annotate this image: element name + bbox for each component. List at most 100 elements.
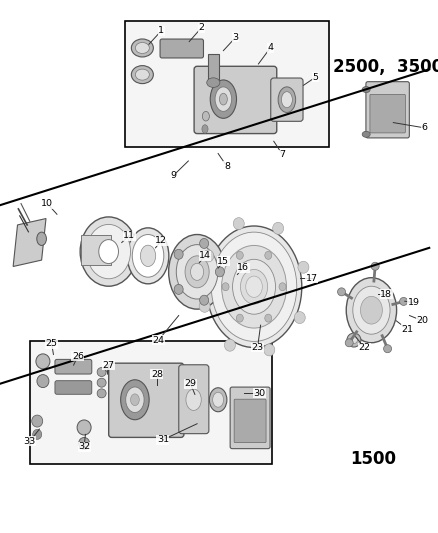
Ellipse shape <box>233 260 276 314</box>
Ellipse shape <box>97 378 106 387</box>
Ellipse shape <box>347 333 361 347</box>
Ellipse shape <box>135 43 149 53</box>
Ellipse shape <box>399 297 408 305</box>
Ellipse shape <box>87 224 131 279</box>
FancyBboxPatch shape <box>370 94 405 133</box>
Ellipse shape <box>294 312 305 324</box>
Text: 24: 24 <box>152 336 165 344</box>
FancyBboxPatch shape <box>208 54 219 80</box>
Text: 9: 9 <box>170 172 176 180</box>
Text: 33: 33 <box>24 437 36 446</box>
Ellipse shape <box>105 365 112 373</box>
Polygon shape <box>30 341 272 464</box>
Ellipse shape <box>97 368 106 376</box>
Ellipse shape <box>265 252 272 260</box>
Ellipse shape <box>77 420 91 435</box>
Ellipse shape <box>120 379 149 420</box>
Ellipse shape <box>281 92 293 108</box>
Ellipse shape <box>272 222 284 235</box>
Text: 6: 6 <box>422 124 428 132</box>
FancyBboxPatch shape <box>160 39 204 58</box>
Ellipse shape <box>37 375 49 387</box>
Ellipse shape <box>186 389 201 410</box>
Ellipse shape <box>345 339 353 347</box>
Polygon shape <box>13 219 46 266</box>
Ellipse shape <box>80 217 137 286</box>
Text: 21: 21 <box>401 325 413 334</box>
Ellipse shape <box>202 125 208 133</box>
Ellipse shape <box>131 66 153 84</box>
Ellipse shape <box>37 232 46 245</box>
Ellipse shape <box>174 249 183 259</box>
Text: 18: 18 <box>380 290 392 298</box>
Ellipse shape <box>140 245 156 266</box>
Text: 25: 25 <box>46 340 58 348</box>
Text: 32: 32 <box>78 442 90 451</box>
Text: 1: 1 <box>158 27 164 35</box>
Ellipse shape <box>240 269 268 304</box>
Text: 20: 20 <box>417 317 429 325</box>
Ellipse shape <box>36 354 50 369</box>
Ellipse shape <box>338 288 346 296</box>
Ellipse shape <box>206 226 302 348</box>
Text: 28: 28 <box>151 370 163 378</box>
Ellipse shape <box>169 235 226 309</box>
Text: 16: 16 <box>237 263 249 272</box>
Ellipse shape <box>346 278 396 343</box>
Ellipse shape <box>350 336 357 344</box>
Ellipse shape <box>33 430 42 439</box>
Ellipse shape <box>211 232 297 341</box>
Text: 19: 19 <box>407 298 420 307</box>
Ellipse shape <box>215 87 232 111</box>
Ellipse shape <box>353 286 390 334</box>
Text: 1500: 1500 <box>350 450 396 469</box>
Ellipse shape <box>237 314 243 322</box>
Text: 15: 15 <box>217 257 230 265</box>
Text: 4: 4 <box>267 44 273 52</box>
Ellipse shape <box>215 267 224 277</box>
Text: 30: 30 <box>253 389 265 398</box>
Ellipse shape <box>362 86 370 93</box>
FancyBboxPatch shape <box>55 381 92 394</box>
FancyBboxPatch shape <box>366 82 410 138</box>
Text: 2500,  3500: 2500, 3500 <box>333 58 438 76</box>
Text: 11: 11 <box>123 231 135 240</box>
Ellipse shape <box>202 111 209 121</box>
FancyBboxPatch shape <box>55 359 92 374</box>
Ellipse shape <box>78 438 90 449</box>
FancyBboxPatch shape <box>234 399 266 442</box>
Text: 5: 5 <box>312 73 318 82</box>
Text: 10: 10 <box>41 199 53 208</box>
Ellipse shape <box>132 235 164 277</box>
Ellipse shape <box>213 392 223 407</box>
Ellipse shape <box>224 339 236 351</box>
Ellipse shape <box>185 256 209 288</box>
Ellipse shape <box>126 387 144 413</box>
Text: 14: 14 <box>199 252 211 260</box>
Ellipse shape <box>191 263 204 280</box>
FancyBboxPatch shape <box>230 387 270 449</box>
Ellipse shape <box>199 300 210 312</box>
Text: 27: 27 <box>102 361 115 369</box>
Ellipse shape <box>99 239 118 263</box>
Text: 31: 31 <box>157 435 169 444</box>
Ellipse shape <box>264 344 275 356</box>
Ellipse shape <box>298 261 309 273</box>
Ellipse shape <box>222 282 229 291</box>
Ellipse shape <box>362 131 370 138</box>
FancyBboxPatch shape <box>179 365 209 434</box>
Ellipse shape <box>176 245 218 299</box>
Ellipse shape <box>237 252 243 260</box>
Ellipse shape <box>174 285 183 294</box>
FancyBboxPatch shape <box>271 78 303 122</box>
Text: 17: 17 <box>306 274 318 282</box>
FancyBboxPatch shape <box>109 363 184 438</box>
Ellipse shape <box>279 282 286 291</box>
Ellipse shape <box>203 250 214 262</box>
Polygon shape <box>125 21 328 147</box>
Ellipse shape <box>135 69 149 80</box>
Text: 12: 12 <box>155 237 167 245</box>
Ellipse shape <box>246 276 262 297</box>
Ellipse shape <box>278 87 296 112</box>
Ellipse shape <box>219 93 227 105</box>
